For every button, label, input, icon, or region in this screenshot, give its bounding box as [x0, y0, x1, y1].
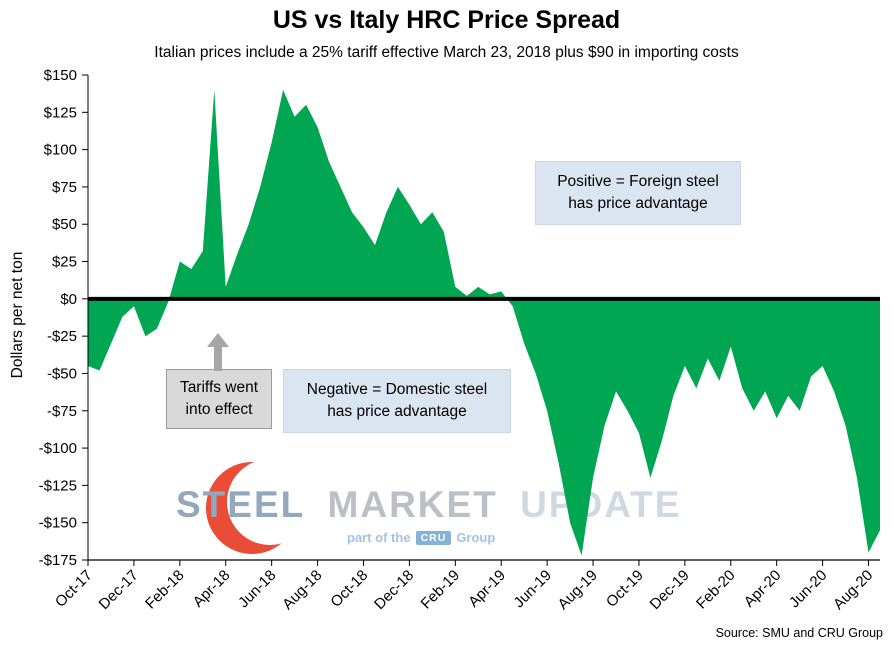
x-tick-label: Oct-17 [52, 567, 96, 611]
watermark-word-steel: STEEL [176, 484, 306, 525]
y-tick-label: $100 [44, 142, 77, 159]
x-tick-label: Feb-18 [142, 567, 188, 613]
watermark-tagline: part of the CRU Group [347, 530, 495, 545]
y-tick-label: -$100 [39, 440, 77, 457]
smu-logo-crescent-icon [206, 459, 310, 554]
y-axis-title: Dollars per net ton [9, 251, 26, 379]
x-tick-label: Aug-20 [830, 567, 876, 613]
negative-annotation-line2: has price advantage [327, 403, 467, 420]
y-tick-label: $150 [44, 67, 77, 84]
tagline-post: Group [456, 530, 496, 545]
source-credit: Source: SMU and CRU Group [715, 626, 883, 640]
x-tick-label: Apr-20 [741, 567, 785, 611]
positive-annotation-line1: Positive = Foreign steel [557, 173, 719, 190]
tagline-pre: part of the [347, 530, 411, 545]
x-tick-label: Dec-17 [96, 567, 142, 613]
negative-annotation-box: Negative = Domestic steel has price adva… [283, 369, 511, 433]
x-tick-label: Aug-18 [279, 567, 325, 613]
x-tick-label: Oct-19 [603, 567, 647, 611]
x-tick-label: Jun-18 [235, 567, 279, 611]
y-tick-label: $50 [52, 216, 77, 233]
watermark-words: STEEL MARKET UPDATE [176, 484, 691, 526]
y-tick-label: $25 [52, 254, 77, 271]
x-tick-label: Apr-18 [190, 567, 234, 611]
x-tick-label: Aug-19 [555, 567, 601, 613]
tariffs-annotation-line2: into effect [185, 401, 253, 418]
tariffs-annotation-box: Tariffs went into effect [166, 369, 272, 429]
x-tick-label: Jun-19 [510, 567, 554, 611]
smu-watermark: STEEL MARKET UPDATE part of the CRU Grou… [160, 450, 679, 570]
x-tick-label: Oct-18 [327, 567, 371, 611]
spread-area-series [88, 89, 880, 556]
y-tick-label: -$150 [39, 515, 77, 532]
negative-annotation-line1: Negative = Domestic steel [306, 381, 488, 398]
y-tick-label: $75 [52, 179, 77, 196]
tariffs-annotation-line1: Tariffs went [179, 379, 259, 396]
page-title: US vs Italy HRC Price Spread [272, 6, 621, 34]
x-tick-label: Feb-20 [693, 567, 739, 613]
positive-annotation-line2: has price advantage [568, 195, 708, 212]
y-tick-label: -$125 [39, 477, 77, 494]
y-tick-label: -$25 [47, 328, 77, 345]
positive-annotation-box: Positive = Foreign steel has price advan… [535, 161, 741, 225]
cru-logo-badge: CRU [415, 530, 452, 545]
x-tick-label: Dec-18 [371, 567, 417, 613]
x-tick-label: Apr-19 [465, 567, 509, 611]
y-tick-label: -$50 [47, 365, 77, 382]
x-tick-label: Dec-19 [647, 567, 693, 613]
tariff-up-arrow-icon [207, 333, 229, 371]
x-tick-label: Feb-19 [417, 567, 463, 613]
y-tick-label: -$75 [47, 403, 77, 420]
chart-subtitle: Italian prices include a 25% tariff effe… [154, 44, 739, 61]
watermark-word-update: UPDATE [520, 484, 682, 525]
y-tick-label: -$175 [39, 552, 77, 569]
y-tick-label: $0 [60, 291, 77, 308]
x-tick-label: Jun-20 [786, 567, 830, 611]
watermark-word-market: MARKET [327, 484, 498, 525]
y-tick-label: $125 [44, 104, 77, 121]
